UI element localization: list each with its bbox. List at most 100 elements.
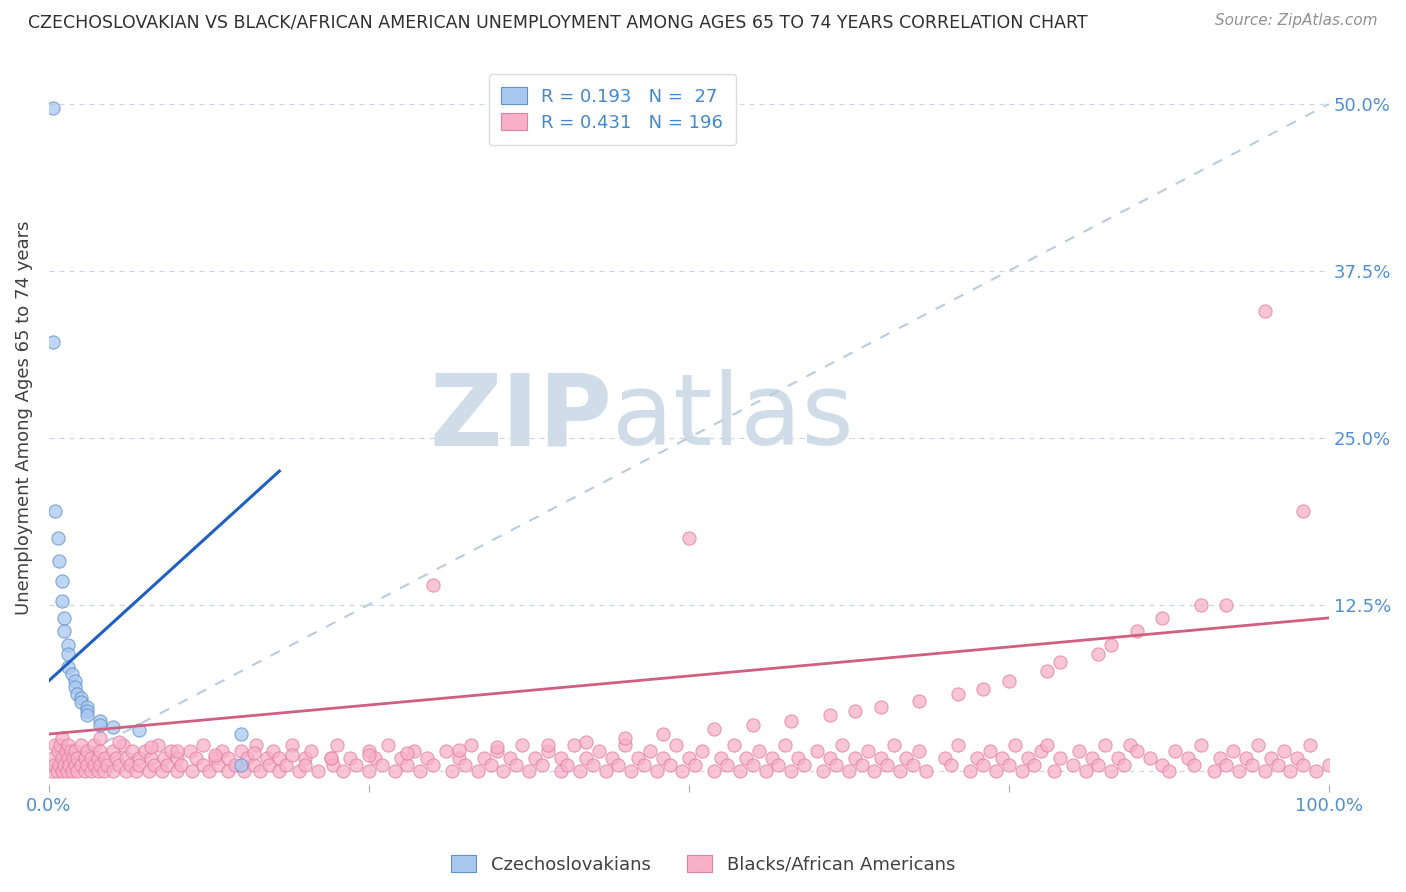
Point [236,751,259,765]
Point [409,764,432,779]
Point [755,764,778,779]
Point [396,746,419,760]
Point [780,714,803,728]
Point [80,764,103,779]
Point [245,738,267,752]
Point [671,764,693,779]
Point [710,751,733,765]
Point [658,757,681,772]
Point [678,751,700,765]
Point [76,708,98,723]
Point [1279,764,1302,779]
Point [344,757,367,772]
Point [1004,738,1026,752]
Point [104,751,127,765]
Point [66,751,89,765]
Point [1182,757,1205,772]
Point [44,504,66,518]
Point [600,751,623,765]
Point [41,764,63,779]
Point [224,757,246,772]
Point [63,673,86,688]
Point [582,757,605,772]
Point [357,744,380,758]
Point [454,757,477,772]
Point [678,531,700,545]
Point [42,751,65,765]
Point [70,695,93,709]
Point [735,751,758,765]
Point [256,751,278,765]
Point [86,751,108,765]
Point [1087,757,1109,772]
Point [813,764,835,779]
Point [550,751,572,765]
Point [63,744,86,758]
Point [588,744,610,758]
Point [76,744,98,758]
Point [402,744,425,758]
Point [242,746,264,760]
Point [851,757,873,772]
Point [1177,751,1199,765]
Point [645,764,668,779]
Point [60,764,83,779]
Point [908,744,931,758]
Point [1164,744,1187,758]
Point [166,764,188,779]
Point [70,757,93,772]
Point [460,738,482,752]
Point [447,751,470,765]
Point [793,757,815,772]
Point [1094,738,1116,752]
Point [1189,738,1212,752]
Point [1042,764,1064,779]
Point [1017,751,1039,765]
Point [146,738,169,752]
Point [63,681,86,695]
Point [441,764,464,779]
Point [467,764,489,779]
Point [575,735,598,749]
Point [1317,757,1340,772]
Point [966,751,988,765]
Point [1215,757,1237,772]
Point [1267,757,1289,772]
Point [825,757,848,772]
Text: Source: ZipAtlas.com: Source: ZipAtlas.com [1215,13,1378,29]
Point [319,751,342,765]
Point [1254,764,1277,779]
Point [896,751,918,765]
Point [128,757,150,772]
Point [150,764,173,779]
Point [889,764,911,779]
Point [63,757,86,772]
Point [941,757,963,772]
Point [357,748,380,763]
Point [1247,738,1270,752]
Point [58,757,80,772]
Point [620,764,643,779]
Point [51,593,73,607]
Point [204,748,226,763]
Point [1240,757,1263,772]
Point [262,744,284,758]
Point [118,757,141,772]
Point [652,751,675,765]
Point [1099,638,1122,652]
Point [76,700,98,714]
Point [73,764,96,779]
Point [537,744,560,758]
Point [94,751,117,765]
Point [569,764,592,779]
Point [844,704,866,718]
Point [170,757,193,772]
Point [530,757,553,772]
Point [485,744,508,758]
Point [1152,611,1174,625]
Point [1107,751,1129,765]
Point [422,577,444,591]
Text: CZECHOSLOVAKIAN VS BLACK/AFRICAN AMERICAN UNEMPLOYMENT AMONG AGES 65 TO 74 YEARS: CZECHOSLOVAKIAN VS BLACK/AFRICAN AMERICA… [28,13,1088,31]
Point [287,764,309,779]
Point [1222,744,1244,758]
